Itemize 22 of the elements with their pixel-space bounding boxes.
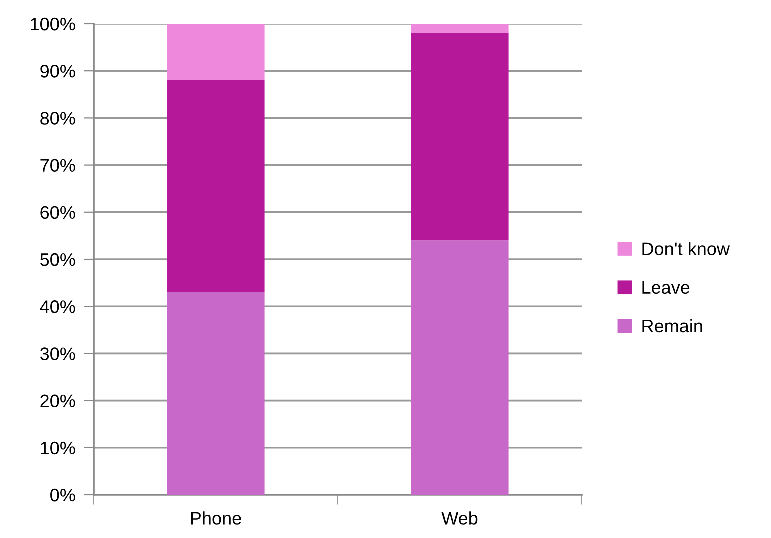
bar — [411, 33, 509, 241]
x-tick-label: Phone — [191, 512, 242, 525]
y-tick-label: 90% — [40, 65, 76, 78]
bar — [167, 292, 265, 495]
y-tick-label: 20% — [40, 394, 76, 408]
legend-label: Don't know — [642, 242, 730, 256]
y-tick-label: 100% — [31, 18, 76, 31]
y-tick-label: 70% — [40, 159, 76, 172]
y-tick-label: 10% — [41, 442, 76, 455]
bar — [411, 240, 509, 495]
y-tick-label: 80% — [40, 112, 76, 125]
legend-label: Leave — [642, 281, 690, 294]
y-tick-label: 50% — [40, 253, 76, 266]
y-tick-label: 30% — [40, 348, 76, 360]
y-tick-label: 0% — [50, 488, 76, 502]
y-tick-label: 60% — [40, 206, 76, 220]
x-tick-label: Web — [442, 512, 478, 525]
bar — [167, 80, 265, 292]
bar — [411, 24, 509, 34]
legend-label: Remain — [642, 319, 702, 333]
y-tick-label: 40% — [40, 300, 76, 314]
bar — [167, 24, 265, 81]
